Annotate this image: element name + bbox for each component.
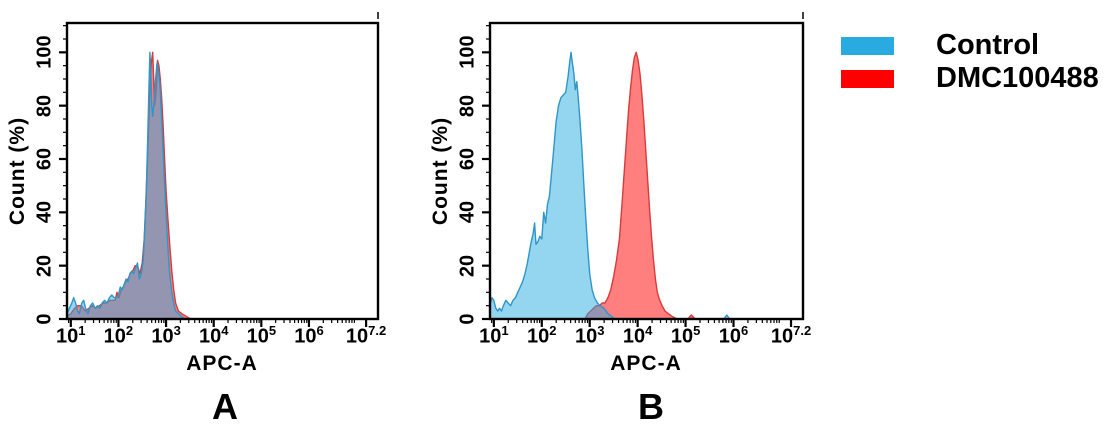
control-color-swatch <box>841 37 894 55</box>
dmc100488-color-swatch <box>841 70 894 88</box>
y-tick-label-40: 40 <box>33 201 56 224</box>
y-tick-label-60: 60 <box>456 147 479 171</box>
x-tick-label-10e6: 106 <box>294 323 324 348</box>
x-tick-label-10e7.2: 107.2 <box>345 323 387 348</box>
x-tick-label-10e2: 102 <box>527 323 557 348</box>
histogram-outline-control-panel-b <box>489 51 731 320</box>
y-tick-label-40: 40 <box>456 201 479 224</box>
y-tick-label-80: 80 <box>456 94 479 117</box>
y-axis-label-panel-b: Count (%) <box>429 116 452 226</box>
panel-title-b: B <box>638 386 664 427</box>
x-tick-label-10e3: 103 <box>151 323 181 348</box>
x-tick-label-10e3: 103 <box>574 323 605 348</box>
histogram-outline-dmc100488-panel-b <box>584 51 696 320</box>
y-tick-label-0: 0 <box>456 313 479 325</box>
x-tick-label-10e7.2: 107.2 <box>770 323 812 348</box>
y-tick-label-100: 100 <box>456 35 479 70</box>
y-axis-label-panel-a: Count (%) <box>6 116 29 226</box>
plot-frame-panel-b <box>488 21 805 321</box>
x-tick-label-10e5: 105 <box>246 323 277 348</box>
histogram-fill-dmc100488-panel-b <box>584 52 696 320</box>
y-tick-label-100: 100 <box>33 35 56 70</box>
y-tick-label-20: 20 <box>33 254 56 277</box>
panel-title-a: A <box>212 386 238 427</box>
histogram-fill-control-panel-a <box>67 52 186 320</box>
x-axis-label-panel-b: APC-A <box>610 352 682 375</box>
x-tick-label-10e5: 105 <box>670 323 701 348</box>
x-tick-label-10e6: 106 <box>718 323 749 348</box>
x-axis-label-panel-a: APC-A <box>186 352 258 375</box>
legend-label-dmc100488: DMC100488 <box>936 62 1099 94</box>
y-tick-label-60: 60 <box>33 147 56 171</box>
x-tick-label-10e4: 104 <box>198 323 229 348</box>
x-tick-label-10e2: 102 <box>103 323 134 348</box>
x-tick-label-10e4: 104 <box>622 323 653 348</box>
y-tick-label-20: 20 <box>456 254 479 277</box>
y-tick-label-80: 80 <box>33 94 56 117</box>
y-tick-label-0: 0 <box>33 313 56 325</box>
legend-label-control: Control <box>936 29 1040 61</box>
x-tick-label-10e1: 101 <box>56 323 86 348</box>
histogram-fill-control-panel-b <box>490 52 730 320</box>
plot-frame-panel-a <box>65 21 380 321</box>
x-tick-label-10e1: 101 <box>479 323 509 348</box>
histogram-outline-control-panel-a <box>66 51 186 320</box>
